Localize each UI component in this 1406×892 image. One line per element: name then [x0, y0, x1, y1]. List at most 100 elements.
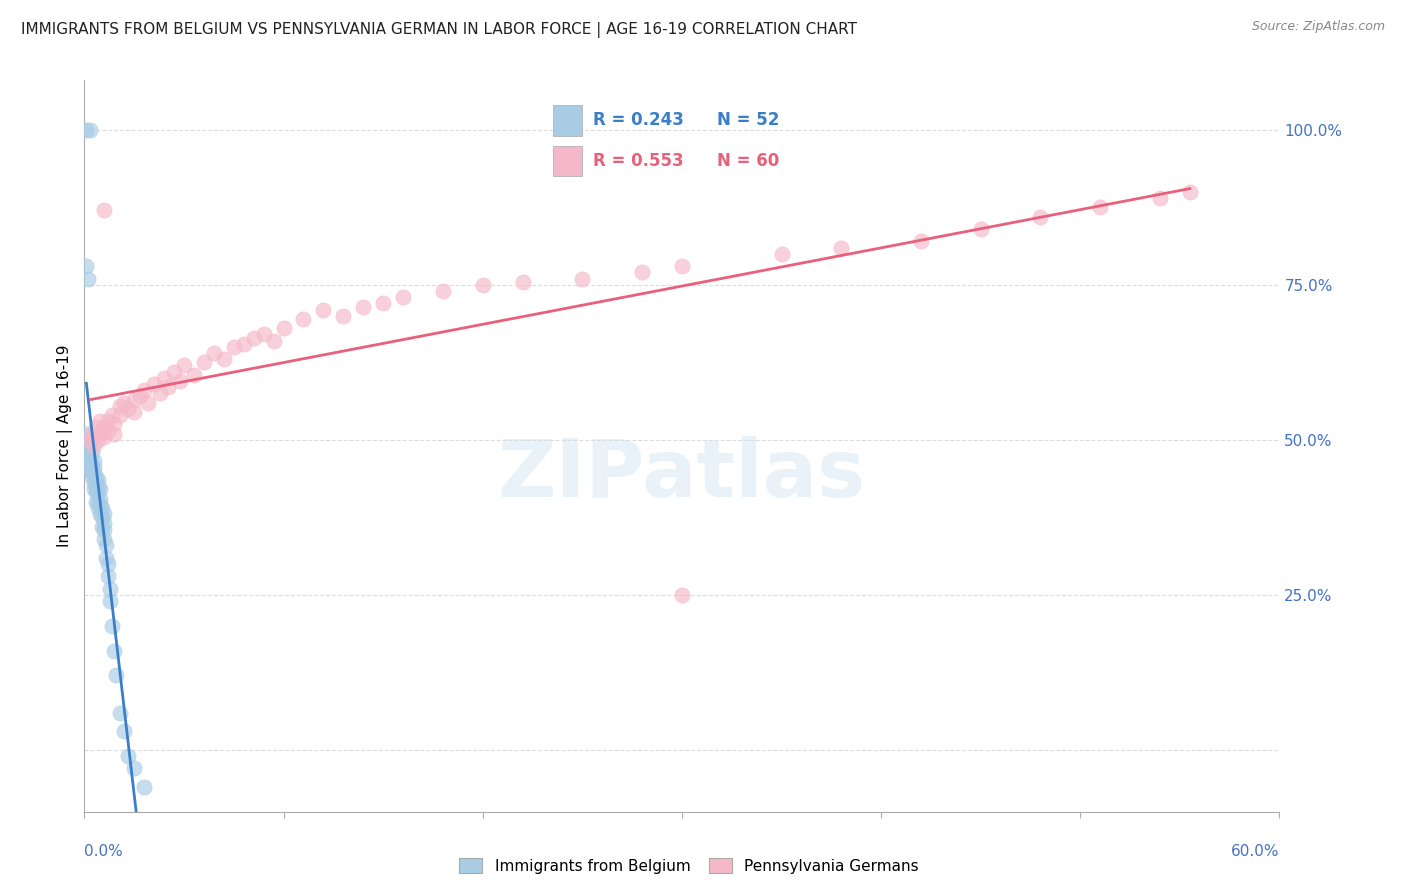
Point [110, 408, 132, 422]
Point [471, 277, 494, 292]
Point [332, 309, 354, 323]
Point [212, 352, 235, 367]
Point [830, 241, 852, 255]
Point [153, 371, 176, 385]
Point [129, 389, 152, 403]
Point [253, 327, 276, 342]
Point [79, 123, 101, 137]
Point [79, 439, 101, 453]
Point [392, 290, 415, 304]
Point [173, 359, 195, 373]
Point [98, 582, 121, 596]
Point [83, 476, 105, 491]
Point [93, 430, 115, 444]
Point [75, 439, 97, 453]
Text: Source: ZipAtlas.com: Source: ZipAtlas.com [1251, 20, 1385, 33]
Point [89, 498, 111, 512]
Point [89, 507, 111, 521]
Point [117, 748, 139, 763]
Point [93, 507, 115, 521]
Point [83, 483, 105, 497]
Point [79, 433, 101, 447]
Point [112, 395, 135, 409]
Point [83, 439, 105, 453]
Point [77, 458, 100, 472]
Point [97, 569, 120, 583]
Point [89, 491, 111, 506]
Point [83, 460, 105, 475]
Point [93, 532, 115, 546]
Point [101, 619, 124, 633]
Point [86, 420, 108, 434]
Point [82, 426, 104, 441]
Point [432, 284, 454, 298]
Point [75, 426, 97, 441]
Point [193, 355, 215, 369]
Point [110, 706, 132, 720]
Text: 60.0%: 60.0% [1232, 845, 1279, 859]
Point [79, 451, 101, 466]
Point [132, 383, 156, 397]
Point [312, 302, 335, 317]
Point [1029, 210, 1052, 224]
Point [292, 312, 315, 326]
Point [163, 365, 186, 379]
Point [87, 495, 110, 509]
Point [83, 454, 105, 468]
Point [112, 724, 135, 739]
Point [222, 340, 245, 354]
Point [91, 500, 114, 515]
Point [273, 321, 295, 335]
Point [631, 265, 654, 279]
Point [110, 399, 132, 413]
Point [143, 377, 166, 392]
Point [77, 433, 100, 447]
Point [136, 395, 159, 409]
Point [77, 271, 100, 285]
Point [87, 433, 110, 447]
Point [122, 405, 145, 419]
Point [86, 485, 108, 500]
Point [89, 426, 111, 441]
Text: ZIPatlas: ZIPatlas [498, 436, 866, 515]
Point [82, 445, 104, 459]
Point [91, 510, 114, 524]
Point [93, 420, 115, 434]
Point [77, 445, 100, 459]
Point [89, 414, 111, 428]
Point [89, 483, 111, 497]
Point [1178, 185, 1201, 199]
Point [97, 414, 120, 428]
Point [169, 374, 191, 388]
Point [87, 485, 110, 500]
Point [671, 259, 693, 273]
Point [202, 346, 225, 360]
Point [1088, 200, 1111, 214]
Point [117, 401, 139, 416]
Point [352, 300, 374, 314]
Point [232, 336, 254, 351]
Point [183, 368, 205, 382]
Point [86, 495, 108, 509]
Text: 0.0%: 0.0% [84, 845, 124, 859]
Point [97, 557, 120, 571]
Point [93, 203, 115, 218]
Point [97, 424, 120, 438]
Point [157, 380, 180, 394]
Point [371, 296, 394, 310]
Point [96, 538, 118, 552]
Point [105, 668, 128, 682]
Point [79, 458, 101, 472]
Text: IMMIGRANTS FROM BELGIUM VS PENNSYLVANIA GERMAN IN LABOR FORCE | AGE 16-19 CORREL: IMMIGRANTS FROM BELGIUM VS PENNSYLVANIA … [21, 22, 858, 38]
Point [132, 780, 156, 794]
Point [1149, 191, 1171, 205]
Point [263, 334, 285, 348]
Point [970, 222, 993, 236]
Point [87, 479, 110, 493]
Y-axis label: In Labor Force | Age 16-19: In Labor Force | Age 16-19 [58, 344, 73, 548]
Point [96, 550, 118, 565]
Point [75, 123, 97, 137]
Point [82, 464, 104, 478]
Point [512, 275, 534, 289]
Point [103, 426, 125, 441]
